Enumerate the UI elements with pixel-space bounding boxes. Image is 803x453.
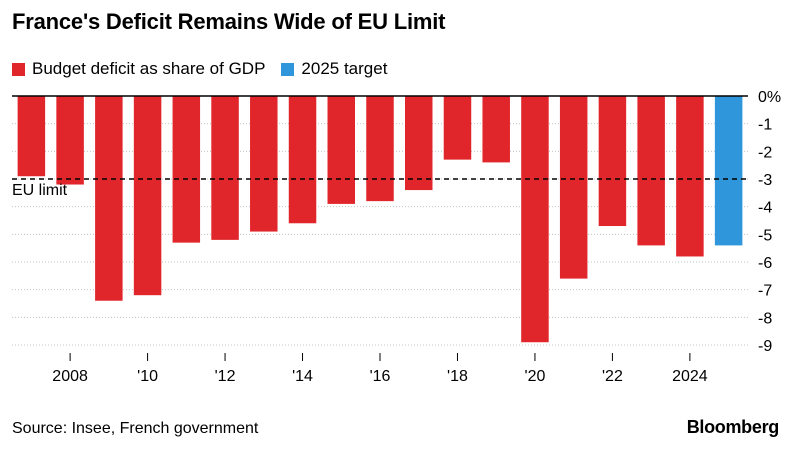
bar-target — [714, 96, 743, 246]
x-tick-label: '20 — [525, 368, 546, 385]
x-tick-label: 2024 — [672, 368, 708, 385]
source-note: Source: Insee, French government — [12, 420, 259, 437]
bar-deficit — [327, 96, 356, 204]
bar-deficit — [366, 96, 394, 202]
bar-deficit — [443, 96, 472, 160]
bar-deficit — [637, 96, 665, 246]
bar-deficit — [250, 96, 278, 232]
bar-deficit — [211, 96, 239, 240]
y-tick-label: -7 — [758, 283, 772, 300]
bar-deficit — [598, 96, 627, 227]
bar-deficit — [521, 96, 549, 343]
y-tick-label: -2 — [758, 144, 772, 161]
y-tick-label: -9 — [758, 338, 772, 355]
legend-item-deficit: Budget deficit as share of GDP — [12, 59, 265, 79]
y-tick-label: -8 — [758, 310, 772, 327]
x-tick-label: '10 — [137, 368, 158, 385]
bar-deficit — [559, 96, 588, 279]
bar-deficit — [95, 96, 123, 301]
bar-deficit — [676, 96, 704, 257]
y-tick-label: -6 — [758, 255, 772, 272]
x-tick-label: '12 — [215, 368, 236, 385]
y-tick-label: -3 — [758, 172, 772, 189]
legend-label-deficit: Budget deficit as share of GDP — [32, 59, 266, 78]
bar-deficit — [404, 96, 433, 191]
legend-label-target: 2025 target — [301, 59, 388, 78]
bloomberg-logo: Bloomberg — [686, 417, 780, 437]
y-tick-label: 0% — [758, 89, 781, 106]
bar-deficit — [172, 96, 201, 243]
bar-deficit — [133, 96, 162, 296]
chart-title: France's Deficit Remains Wide of EU Limi… — [12, 9, 446, 34]
legend-swatch-target — [281, 62, 295, 76]
y-tick-label: -1 — [758, 117, 772, 134]
bar-deficit — [482, 96, 510, 163]
x-tick-label: '14 — [292, 368, 313, 385]
x-tick-label: '22 — [602, 368, 623, 385]
eu-limit-label: EU limit — [12, 182, 68, 199]
x-tick-label: '16 — [370, 368, 391, 385]
bar-deficit — [56, 96, 84, 185]
bar-deficit — [17, 96, 46, 177]
bar-deficit — [288, 96, 317, 224]
legend-swatch-deficit — [12, 62, 25, 76]
legend: Budget deficit as share of GDP 2025 targ… — [12, 59, 403, 79]
x-tick-label: 2008 — [52, 368, 88, 385]
legend-item-target: 2025 target — [281, 59, 387, 79]
y-tick-label: -5 — [758, 227, 772, 244]
x-tick-label: '18 — [447, 368, 468, 385]
y-tick-label: -4 — [758, 200, 772, 217]
